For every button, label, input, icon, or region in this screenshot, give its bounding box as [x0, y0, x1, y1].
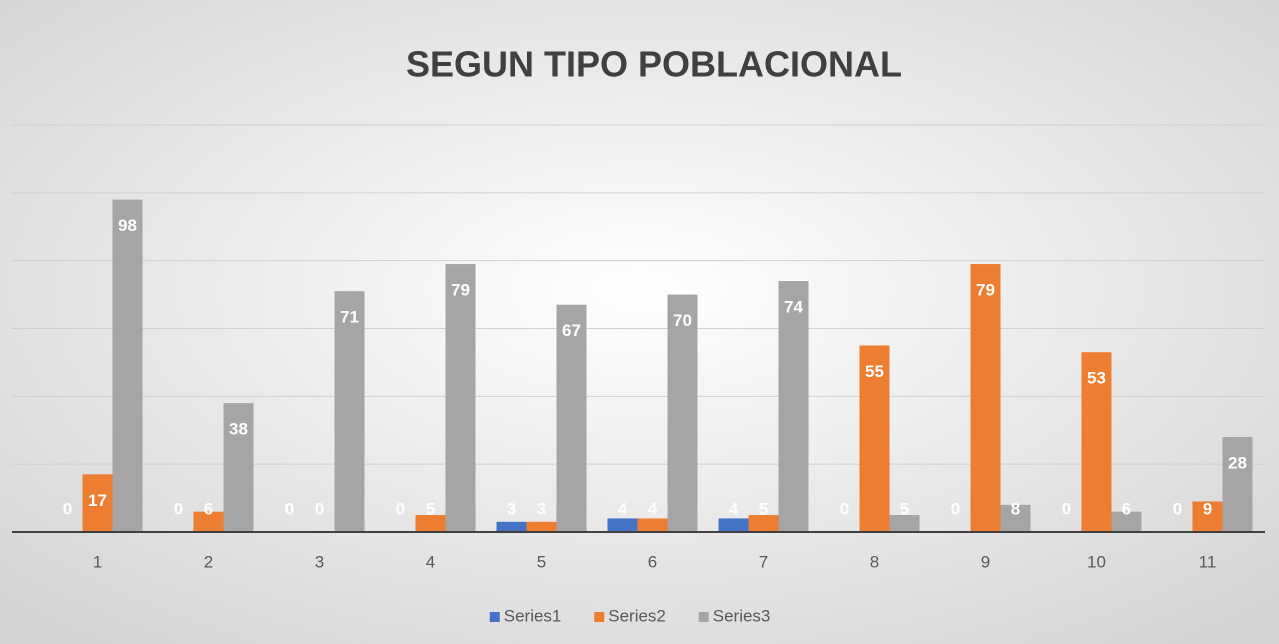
legend-label: Series3: [713, 606, 771, 625]
data-label: 55: [865, 362, 884, 381]
x-tick-label: 5: [537, 552, 546, 571]
data-label: 0: [174, 499, 183, 518]
data-label: 0: [1062, 499, 1071, 518]
x-tick-label: 10: [1087, 552, 1106, 571]
bar: [1222, 437, 1253, 532]
bar: [112, 199, 143, 532]
data-label: 5: [759, 499, 768, 518]
x-tick-label: 11: [1199, 552, 1217, 571]
data-label: 6: [1122, 499, 1131, 518]
data-label: 3: [507, 499, 516, 518]
data-label: 3: [537, 499, 546, 518]
chart-title: SEGUN TIPO POBLACIONAL: [406, 44, 902, 85]
data-label: 0: [63, 499, 72, 518]
bar: [1192, 501, 1223, 532]
bar: [415, 515, 446, 532]
bar: [82, 474, 113, 532]
data-label: 0: [396, 499, 405, 518]
data-label: 0: [315, 499, 324, 518]
bar: [748, 515, 779, 532]
bar: [667, 294, 698, 532]
data-label: 79: [451, 281, 470, 300]
bar: [526, 521, 557, 532]
data-label: 4: [648, 499, 658, 518]
data-label: 79: [976, 281, 995, 300]
bar: [556, 304, 587, 532]
data-label: 5: [426, 499, 435, 518]
x-tick-label: 4: [426, 552, 435, 571]
bar: [607, 518, 638, 532]
x-tick-label: 7: [759, 552, 768, 571]
data-label: 5: [900, 499, 909, 518]
bar: [496, 521, 527, 532]
data-label: 4: [618, 499, 628, 518]
bar: [859, 345, 890, 532]
x-tick-label: 2: [204, 552, 213, 571]
legend-swatch: [489, 612, 500, 622]
x-tick-label: 9: [981, 552, 990, 571]
data-label: 6: [204, 499, 213, 518]
legend-label: Series2: [608, 606, 666, 625]
bar: [970, 264, 1001, 532]
bar: [1111, 511, 1142, 532]
x-tick-label: 8: [870, 552, 879, 571]
data-label: 0: [1173, 499, 1182, 518]
bar: [223, 403, 254, 532]
data-label: 0: [840, 499, 849, 518]
data-label: 71: [340, 308, 359, 327]
data-label: 98: [118, 216, 137, 235]
data-label: 67: [562, 321, 581, 340]
data-label: 4: [729, 499, 739, 518]
bar: [1081, 352, 1112, 532]
x-tick-label: 3: [315, 552, 324, 571]
x-tick-label: 6: [648, 552, 657, 571]
x-tick-label: 1: [93, 552, 102, 571]
data-label: 74: [784, 298, 803, 317]
legend-label: Series1: [504, 606, 562, 625]
data-label: 53: [1087, 369, 1106, 388]
bar: [193, 511, 224, 532]
legend-swatch: [594, 612, 605, 622]
data-label: 70: [673, 311, 692, 330]
data-label: 9: [1203, 499, 1212, 518]
data-label: 8: [1011, 499, 1020, 518]
bar: [1000, 504, 1031, 532]
bar: [637, 518, 668, 532]
data-label: 0: [285, 499, 294, 518]
bar: [778, 281, 809, 532]
data-label: 38: [229, 420, 248, 439]
data-label: 17: [88, 491, 107, 510]
data-label: 0: [951, 499, 960, 518]
bar: [334, 291, 365, 532]
bar: [889, 515, 920, 532]
bar: [718, 518, 749, 532]
bar: [445, 264, 476, 532]
data-label: 28: [1228, 454, 1247, 473]
legend-swatch: [698, 612, 709, 622]
